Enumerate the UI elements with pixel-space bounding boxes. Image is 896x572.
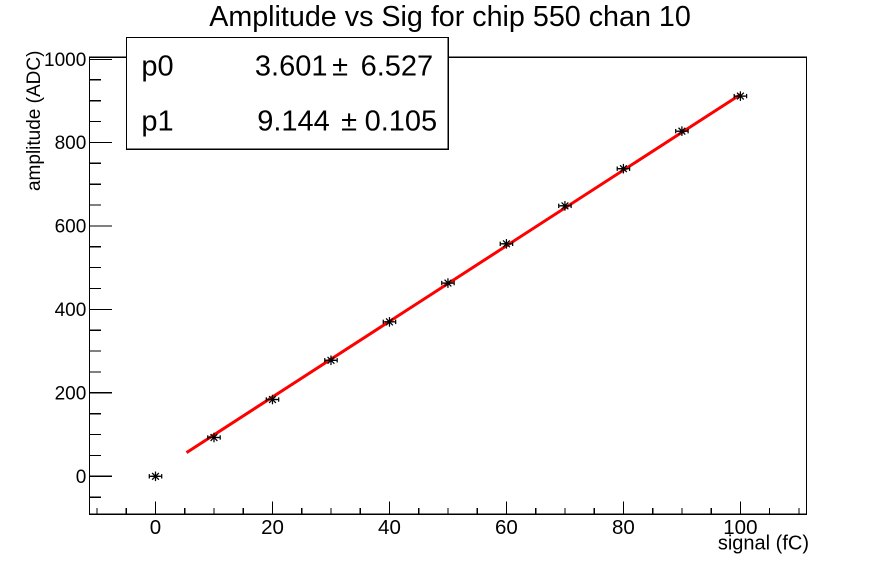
svg-text:800: 800 [55, 133, 87, 154]
svg-text:80: 80 [612, 516, 635, 539]
svg-text:60: 60 [495, 516, 518, 539]
svg-text:400: 400 [55, 300, 87, 321]
svg-text:100: 100 [723, 516, 757, 539]
svg-text:6.527: 6.527 [361, 50, 434, 82]
svg-text:p1: p1 [141, 105, 173, 137]
svg-text:3.601: 3.601 [255, 50, 328, 82]
svg-text:0: 0 [150, 516, 161, 539]
svg-text:20: 20 [261, 516, 284, 539]
svg-text:±: ± [341, 105, 357, 137]
svg-text:0: 0 [76, 467, 87, 488]
svg-text:40: 40 [378, 516, 401, 539]
svg-text:200: 200 [55, 384, 87, 405]
svg-text:±: ± [332, 50, 348, 82]
svg-text:1000: 1000 [44, 50, 86, 71]
svg-text:p0: p0 [141, 50, 173, 82]
svg-text:amplitude (ADC): amplitude (ADC) [24, 51, 45, 191]
svg-text:signal (fC): signal (fC) [718, 533, 809, 555]
svg-text:Amplitude vs Sig for chip 550: Amplitude vs Sig for chip 550 chan 10 [209, 1, 691, 33]
svg-text:0.105: 0.105 [365, 105, 438, 137]
svg-text:600: 600 [55, 217, 87, 238]
svg-text:9.144: 9.144 [257, 105, 330, 137]
